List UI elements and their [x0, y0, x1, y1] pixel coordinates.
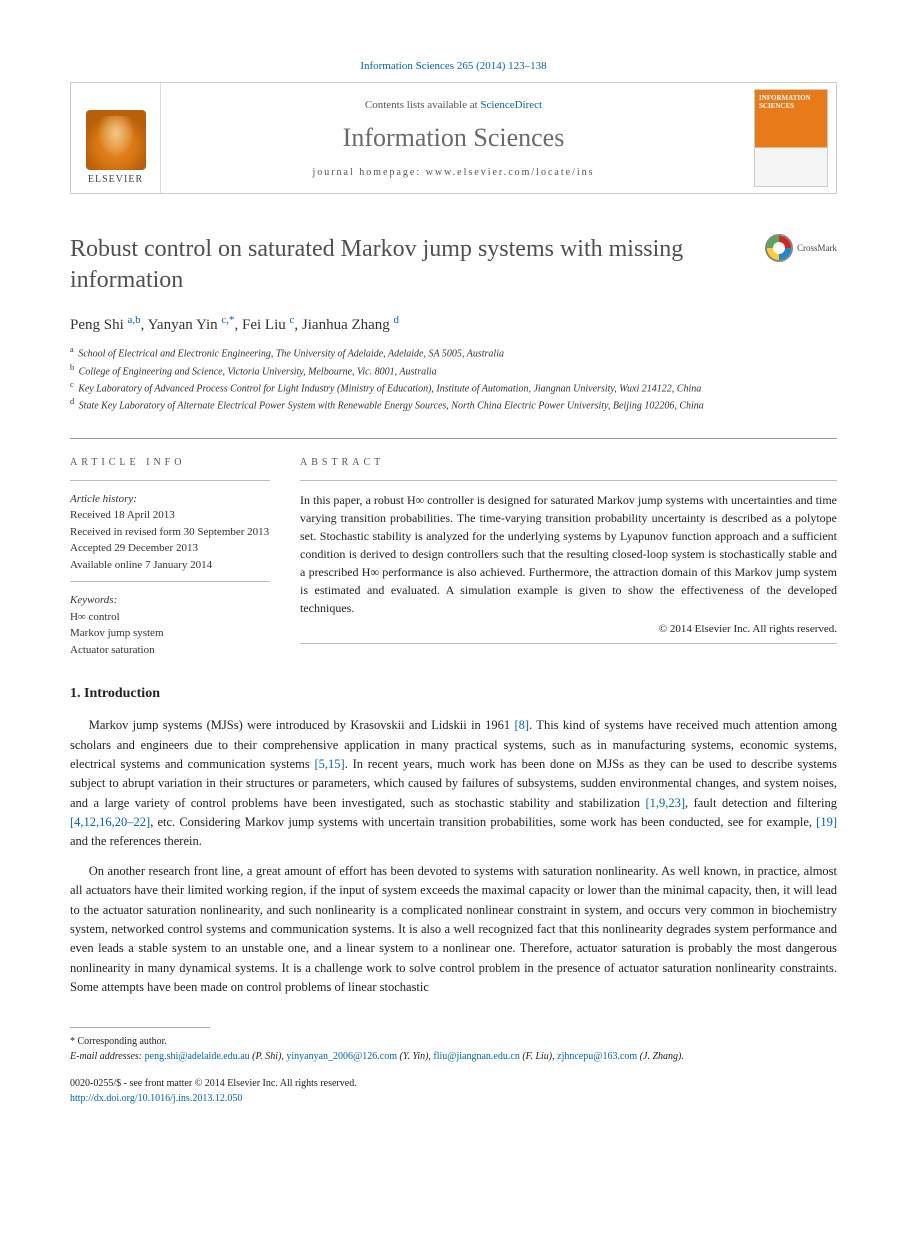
- introduction-section: 1. Introduction Markov jump systems (MJS…: [70, 686, 837, 997]
- paper-title: Robust control on saturated Markov jump …: [70, 234, 753, 296]
- cover-thumb-title: INFORMATION SCIENCES: [759, 94, 823, 110]
- divider: [70, 480, 270, 481]
- elsevier-logo-icon: [86, 110, 146, 170]
- masthead: ELSEVIER Contents lists available at Sci…: [70, 82, 837, 194]
- article-info-column: ARTICLE INFO Article history: Received 1…: [70, 457, 270, 659]
- contents-prefix: Contents lists available at: [365, 99, 480, 111]
- authors-line: Peng Shi a,b, Yanyan Yin c,*, Fei Liu c,…: [70, 314, 837, 334]
- journal-cover-thumb: INFORMATION SCIENCES: [754, 89, 828, 187]
- bottom-meta: 0020-0255/$ - see front matter © 2014 El…: [70, 1076, 837, 1106]
- abstract-column: ABSTRACT In this paper, a robust H∞ cont…: [300, 457, 837, 659]
- doi-link[interactable]: http://dx.doi.org/10.1016/j.ins.2013.12.…: [70, 1093, 242, 1104]
- masthead-center: Contents lists available at ScienceDirec…: [161, 83, 746, 193]
- divider: [70, 581, 270, 582]
- divider: [300, 480, 837, 481]
- introduction-heading: 1. Introduction: [70, 686, 837, 702]
- keywords-label: Keywords:: [70, 594, 117, 606]
- sciencedirect-link[interactable]: ScienceDirect: [480, 99, 542, 111]
- email-addresses: E-mail addresses: peng.shi@adelaide.edu.…: [70, 1051, 837, 1062]
- journal-homepage[interactable]: journal homepage: www.elsevier.com/locat…: [312, 167, 594, 178]
- issn-line: 0020-0255/$ - see front matter © 2014 El…: [70, 1076, 837, 1091]
- divider: [300, 643, 837, 644]
- history-label: Article history:: [70, 493, 137, 505]
- abstract-label: ABSTRACT: [300, 457, 837, 468]
- crossmark-widget[interactable]: CrossMark: [765, 234, 837, 262]
- cover-thumb-wrap: INFORMATION SCIENCES: [746, 83, 836, 193]
- intro-paragraph-1: Markov jump systems (MJSs) were introduc…: [70, 716, 837, 852]
- article-history: Article history: Received 18 April 2013R…: [70, 491, 270, 574]
- publisher-block: ELSEVIER: [71, 83, 161, 193]
- contents-available: Contents lists available at ScienceDirec…: [365, 99, 542, 111]
- keywords-block: Keywords: H∞ controlMarkov jump systemAc…: [70, 592, 270, 658]
- abstract-copyright: © 2014 Elsevier Inc. All rights reserved…: [300, 623, 837, 635]
- journal-name: Information Sciences: [343, 123, 565, 153]
- crossmark-label: CrossMark: [797, 243, 837, 253]
- article-info-label: ARTICLE INFO: [70, 457, 270, 468]
- citation-header: Information Sciences 265 (2014) 123–138: [70, 60, 837, 72]
- publisher-name: ELSEVIER: [88, 174, 143, 185]
- intro-paragraph-2: On another research front line, a great …: [70, 862, 837, 998]
- footnote-rule: [70, 1027, 210, 1028]
- crossmark-icon: [765, 234, 793, 262]
- abstract-text: In this paper, a robust H∞ controller is…: [300, 491, 837, 617]
- corresponding-author: * Corresponding author.: [70, 1036, 837, 1047]
- affiliations: a School of Electrical and Electronic En…: [70, 344, 837, 413]
